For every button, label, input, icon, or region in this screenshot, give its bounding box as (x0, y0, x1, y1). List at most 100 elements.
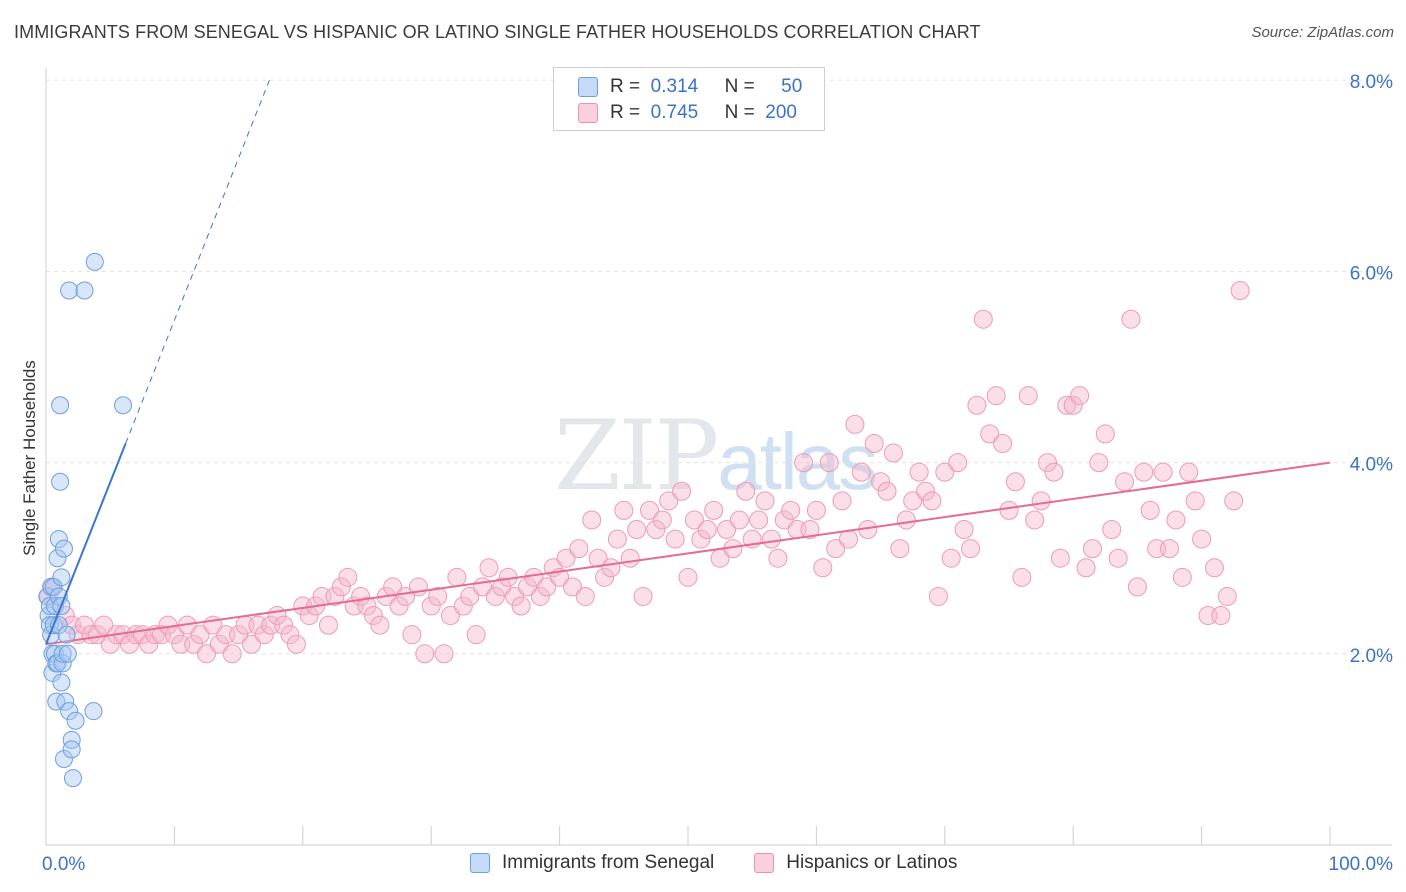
hispanic-point (697, 520, 717, 540)
hispanic-point (1012, 567, 1032, 587)
hispanic-point (119, 634, 139, 654)
stats-legend: R = 0.314 N = 50 R = 0.745 N = 200 (553, 67, 825, 131)
legend-item-senegal[interactable]: Immigrants from Senegal (470, 852, 714, 874)
hispanic-point (755, 491, 775, 511)
hispanic-point (800, 520, 820, 540)
hispanic-point (819, 453, 839, 473)
hispanic-point (357, 596, 377, 616)
hispanic-point (42, 577, 62, 597)
hispanic-point (1005, 472, 1025, 492)
series-legend: Immigrants from Senegal Hispanics or Lat… (470, 852, 997, 874)
hispanic-point (864, 433, 884, 453)
hispanic-legend-swatch (754, 853, 775, 873)
senegal-point (63, 769, 82, 788)
hispanic-point (434, 644, 454, 664)
hispanic-point (209, 634, 229, 654)
hispanic-point (229, 625, 249, 645)
y-tick-label: 6.0% (1350, 263, 1393, 284)
senegal-point (75, 281, 94, 300)
hispanic-point (595, 567, 615, 587)
hispanic-point (1089, 453, 1109, 473)
legend-item-hispanic[interactable]: Hispanics or Latinos (754, 852, 957, 874)
hispanic-point (1044, 462, 1064, 482)
hispanic-point (928, 586, 948, 606)
hispanic-trend-line (45, 461, 1331, 646)
hispanic-point (415, 644, 435, 664)
hispanic-point (537, 577, 557, 597)
hispanic-point (652, 510, 672, 530)
hispanic-point (832, 491, 852, 511)
hispanic-point (197, 644, 216, 664)
hispanic-point (363, 606, 383, 626)
hispanic-point (851, 462, 871, 482)
hispanic-point (1070, 386, 1090, 406)
y-tick-label: 8.0% (1350, 72, 1393, 93)
hispanic-point (614, 500, 634, 520)
hispanic-point (428, 586, 448, 606)
hispanic-point (684, 510, 704, 530)
hispanic-point (935, 462, 955, 482)
hispanic-point (1076, 558, 1096, 578)
hispanic-point (75, 615, 95, 635)
hispanic-point (460, 586, 480, 606)
hispanic-point (1121, 309, 1141, 329)
hispanic-point (639, 500, 659, 520)
hispanic-point (389, 596, 409, 616)
hispanic-point (582, 510, 602, 530)
hispanic-point (280, 625, 300, 645)
hispanic-point (453, 596, 473, 616)
hispanic-point (717, 520, 737, 540)
hispanic-point (678, 567, 698, 587)
senegal-point (62, 740, 81, 759)
hispanic-point (916, 481, 936, 501)
hispanic-point (909, 462, 929, 482)
senegal-point (51, 472, 70, 491)
hispanic-point (794, 453, 814, 473)
hispanic-point (1160, 539, 1179, 559)
hispanic-point (1179, 462, 1199, 482)
senegal-point (85, 252, 104, 271)
source-label: Source: ZipAtlas.com (1251, 24, 1394, 41)
hispanic-point (1031, 491, 1051, 511)
hispanic-point (511, 596, 531, 616)
hispanic-point (530, 586, 550, 606)
hispanic-point (440, 606, 460, 626)
hispanic-point (1025, 510, 1045, 530)
stats-row-hispanic: R = 0.745 N = 200 (578, 102, 797, 124)
hispanic-point (1140, 500, 1160, 520)
hispanic-point (184, 634, 204, 654)
hispanic-point (877, 481, 897, 501)
hispanic-point (839, 529, 858, 549)
hispanic-point (1166, 510, 1186, 530)
hispanic-point (274, 615, 294, 635)
y-tick-label: 4.0% (1350, 455, 1393, 476)
legend-label-senegal: Immigrants from Senegal (502, 852, 715, 873)
hispanic-point (1185, 491, 1205, 511)
hispanic-point (672, 481, 692, 501)
hispanic-point (729, 510, 749, 530)
hispanic-point (768, 548, 788, 568)
hispanic-point (556, 548, 576, 568)
x-tick-label: 100.0% (1329, 854, 1394, 875)
senegal-point (53, 654, 72, 673)
hispanic-point (736, 481, 756, 501)
hispanic-point (94, 615, 114, 635)
hispanic-point (466, 625, 486, 645)
hispanic-point (87, 625, 107, 645)
hispanic-point (960, 539, 980, 559)
hispanic-point (331, 577, 351, 597)
hispanic-point (338, 567, 358, 587)
hispanic-point (1095, 424, 1115, 444)
hispanic-point (967, 395, 987, 415)
senegal-trend-line (45, 443, 127, 645)
hispanic-point (1153, 462, 1173, 482)
senegal-point (54, 749, 73, 768)
hispanic-point (1082, 539, 1102, 559)
stats-row-senegal: R = 0.314 N = 50 (578, 76, 802, 98)
hispanic-point (646, 520, 666, 540)
hispanic-point (1102, 520, 1122, 540)
hispanic-point (761, 529, 781, 549)
hispanic-point (1018, 386, 1038, 406)
senegal-point (57, 625, 76, 644)
